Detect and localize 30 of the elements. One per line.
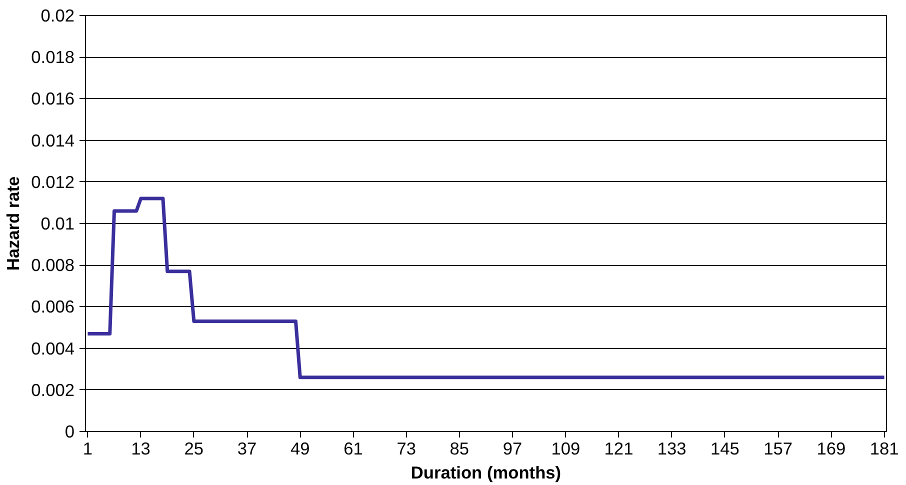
x-tick-label: 25 [184, 438, 204, 458]
y-axis-title: Hazard rate [3, 176, 24, 271]
x-tick-label: 169 [816, 438, 846, 458]
y-tick-label: 0.018 [31, 47, 75, 68]
y-tick-label: 0.012 [31, 172, 75, 192]
x-tick-label: 181 [870, 438, 899, 458]
x-tick-label: 73 [396, 438, 416, 458]
x-tick-label: 121 [604, 438, 634, 458]
y-tick-label: 0.02 [40, 6, 75, 26]
y-tick-label: 0.01 [40, 214, 75, 234]
x-tick-label: 109 [551, 438, 580, 458]
x-tick-label: 145 [710, 438, 740, 458]
x-tick-label: 1 [82, 438, 93, 458]
y-tick-label: 0.002 [31, 380, 75, 400]
x-tick-label: 37 [237, 438, 257, 458]
line-series [86, 196, 886, 380]
x-tick-label: 49 [290, 438, 310, 458]
y-tick-label: 0.004 [31, 338, 75, 358]
x-tick-label: 157 [764, 438, 793, 458]
x-axis-title: Duration (months) [410, 462, 562, 482]
x-tick-label: 97 [502, 438, 522, 458]
y-tick-label: 0.016 [31, 88, 75, 109]
x-tick-label: 13 [131, 438, 150, 458]
x-tick-label: 61 [344, 438, 363, 458]
x-tick-label: 85 [450, 438, 470, 458]
y-tick-label: 0 [64, 422, 75, 442]
y-tick-label: 0.008 [31, 255, 75, 276]
y-tick-label: 0.014 [31, 130, 75, 150]
y-tick-label: 0.006 [31, 296, 75, 317]
x-tick-label: 133 [657, 438, 686, 458]
